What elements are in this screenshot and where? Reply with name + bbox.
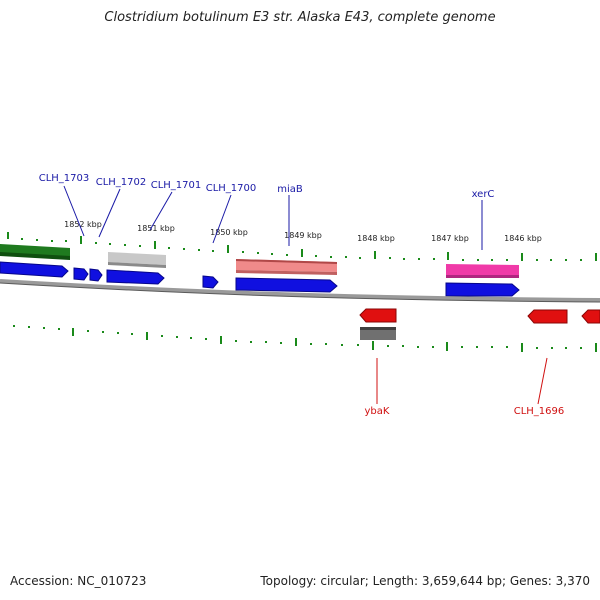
- feature-dark-gray-bar: [360, 327, 396, 340]
- scale-labels: 1852 kbp 1851 kbp 1850 kbp 1849 kbp 1848…: [64, 220, 542, 243]
- accession-text: Accession: NC_010723: [10, 574, 147, 588]
- kbp-label-1848: 1848 kbp: [357, 234, 395, 243]
- forward-genes: [0, 261, 520, 297]
- kbp-label-1851: 1851 kbp: [137, 224, 175, 233]
- gene-reverse-arrow[interactable]: [581, 309, 600, 324]
- gene-forward-arrow[interactable]: [106, 269, 165, 285]
- gene-forward-arrow[interactable]: [89, 268, 103, 282]
- kbp-label-1849: 1849 kbp: [284, 231, 322, 240]
- inner-scale: [13, 325, 597, 352]
- gene-label-miab[interactable]: miaB: [277, 184, 303, 195]
- genome-backbone-shadow: [0, 282, 600, 303]
- gene-forward-arrow[interactable]: [202, 275, 219, 289]
- gene-label-xerc[interactable]: xerC: [472, 189, 495, 200]
- gene-label-clh-1703[interactable]: CLH_1703: [39, 173, 90, 184]
- gene-label-ybak[interactable]: ybaK: [365, 406, 390, 417]
- gene-forward-arrow[interactable]: [73, 267, 89, 281]
- gene-forward-arrow[interactable]: [0, 261, 69, 278]
- gene-label-clh-1696[interactable]: CLH_1696: [514, 406, 565, 417]
- gene-forward-arrow[interactable]: [445, 282, 520, 297]
- outer-scale: [7, 232, 597, 261]
- feature-track-top: [0, 244, 519, 278]
- feature-magenta-bar: [446, 264, 519, 275]
- kbp-label-1850: 1850 kbp: [210, 228, 248, 237]
- feature-pink-shadow: [236, 270, 337, 275]
- reverse-genes: [359, 308, 600, 340]
- leader-lines: [63, 185, 548, 405]
- gene-label-clh-1702[interactable]: CLH_1702: [96, 177, 147, 188]
- kbp-label-1852: 1852 kbp: [64, 220, 102, 229]
- gene-reverse-arrow[interactable]: [359, 308, 397, 323]
- feature-magenta-shadow: [446, 275, 519, 278]
- gene-labels: CLH_1703 CLH_1702 CLH_1701 CLH_1700 miaB…: [39, 173, 565, 417]
- feature-gray-shadow: [108, 262, 166, 268]
- feature-dark-gray-top: [360, 327, 396, 330]
- gene-reverse-arrow[interactable]: [527, 309, 568, 324]
- genome-backbone: [0, 279, 600, 302]
- feature-gray-bar: [108, 252, 166, 265]
- feature-green-shadow: [0, 252, 70, 260]
- kbp-label-1847: 1847 kbp: [431, 234, 469, 243]
- feature-pink-top: [236, 259, 337, 264]
- topology-text: Topology: circular; Length: 3,659,644 bp…: [260, 574, 590, 588]
- gene-forward-arrow[interactable]: [235, 277, 338, 293]
- gene-label-clh-1700[interactable]: CLH_1700: [206, 183, 257, 194]
- kbp-label-1846: 1846 kbp: [504, 234, 542, 243]
- genome-title: Clostridium botulinum E3 str. Alaska E43…: [104, 10, 496, 25]
- gene-label-clh-1701[interactable]: CLH_1701: [151, 180, 202, 191]
